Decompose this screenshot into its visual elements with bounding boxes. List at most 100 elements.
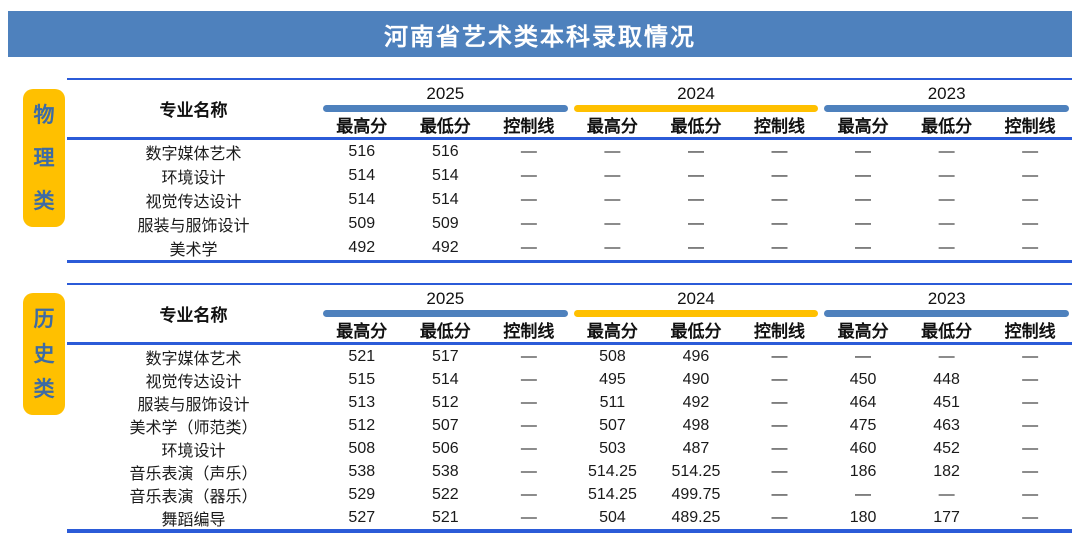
score-cell: 514 — [348, 167, 376, 184]
category-char: 物 — [33, 103, 55, 127]
score-cell: — — [520, 485, 537, 503]
table-top-border — [67, 78, 1072, 80]
table-bottom-border — [67, 529, 1072, 533]
score-cell: — — [520, 462, 537, 480]
year-underline-bar-blue — [824, 105, 1069, 112]
category-char: 理 — [33, 146, 55, 170]
score-cell: 492 — [348, 239, 376, 256]
score-cell: — — [771, 508, 788, 526]
year-group-2023: 2023 最高分 最低分 控制线 — [821, 80, 1072, 137]
score-cell: 186 — [849, 462, 877, 480]
subheader-min-score: 最低分 — [921, 322, 973, 341]
score-cell: — — [771, 347, 788, 365]
score-cell: 487 — [682, 439, 710, 457]
score-cell: 508 — [599, 347, 626, 365]
table-row: 美术学（师范类） 512 507 — 507 498 — 475 463 — — [67, 414, 1072, 437]
score-cell: 538 — [431, 462, 459, 480]
major-name-cell: 数字媒体艺术 — [145, 146, 242, 163]
major-name-cell: 视觉传达设计 — [145, 194, 242, 211]
table-top-border — [67, 283, 1072, 285]
subheader-max-score: 最高分 — [837, 117, 889, 136]
year-underline-bar-yellow — [573, 310, 819, 317]
score-cell: 475 — [849, 416, 877, 434]
score-cell: 516 — [431, 143, 459, 160]
score-cell: — — [520, 239, 537, 256]
score-cell: 529 — [348, 485, 376, 503]
subheader-control-line: 控制线 — [754, 322, 806, 341]
score-cell: — — [771, 393, 788, 411]
score-cell: 452 — [933, 439, 960, 457]
score-cell: — — [938, 191, 955, 208]
year-group-2025: 2025 最高分 最低分 控制线 — [320, 285, 571, 342]
score-cell: — — [771, 462, 788, 480]
score-cell: — — [771, 215, 788, 232]
page-title: 河南省艺术类本科录取情况 — [384, 23, 696, 51]
score-cell: 521 — [431, 508, 459, 526]
score-cell: 492 — [682, 393, 710, 411]
category-char: 历 — [33, 307, 55, 331]
category-char: 史 — [33, 342, 55, 366]
score-cell: — — [520, 347, 537, 365]
score-cell: 182 — [933, 462, 960, 480]
year-group-2023: 2023 最高分 最低分 控制线 — [821, 285, 1072, 342]
score-cell: — — [771, 143, 788, 160]
score-cell: 460 — [849, 439, 877, 457]
score-cell: — — [520, 508, 537, 526]
subheader-max-score: 最高分 — [586, 322, 638, 341]
category-label-physics: 物 理 类 — [23, 89, 65, 227]
year-header-2025: 2025 — [426, 289, 465, 308]
score-cell: — — [687, 143, 704, 160]
score-cell: 506 — [431, 439, 459, 457]
major-name-cell: 音乐表演（声乐） — [129, 465, 258, 483]
year-header-2023: 2023 — [927, 289, 966, 308]
score-cell: 180 — [849, 508, 877, 526]
table-body: 数字媒体艺术 521 517 — 508 496 — — — — 视觉传达设计 … — [67, 345, 1072, 529]
subheader-min-score: 最低分 — [670, 117, 722, 136]
score-cell: — — [771, 239, 788, 256]
score-cell: — — [938, 215, 955, 232]
year-header-2024: 2024 — [677, 84, 715, 103]
score-cell: — — [1022, 439, 1039, 457]
score-cell: — — [938, 167, 955, 184]
subheader-min-score: 最低分 — [419, 117, 471, 136]
history-table: 专业名称 2025 最高分 最低分 控制线 2024 最高分 最低分 控制线 — [67, 283, 1072, 533]
score-cell: — — [687, 167, 704, 184]
score-cell: — — [520, 370, 537, 388]
major-name-cell: 美术学（师范类） — [129, 419, 258, 437]
subheader-max-score: 最高分 — [837, 322, 889, 341]
score-cell: — — [771, 485, 788, 503]
score-cell: 511 — [599, 393, 626, 411]
table-row: 舞蹈编导 527 521 — 504 489.25 — 180 177 — — [67, 506, 1072, 529]
score-cell: — — [855, 167, 872, 184]
subheader-control-line: 控制线 — [503, 117, 555, 136]
score-cell: — — [604, 167, 621, 184]
table-row: 音乐表演（声乐） 538 538 — 514.25 514.25 — 186 1… — [67, 460, 1072, 483]
score-cell: — — [771, 370, 788, 388]
year-group-2024: 2024 最高分 最低分 控制线 — [571, 80, 822, 137]
score-cell: 538 — [348, 462, 376, 480]
score-cell: 522 — [431, 485, 459, 503]
table-row: 数字媒体艺术 521 517 — 508 496 — — — — — [67, 345, 1072, 368]
score-cell: 514.25 — [671, 462, 721, 480]
score-cell: — — [855, 191, 872, 208]
score-cell: — — [855, 215, 872, 232]
subheader-min-score: 最低分 — [419, 322, 471, 341]
header-divider — [67, 342, 1072, 345]
year-underline-bar-blue — [824, 310, 1069, 317]
score-cell: — — [1022, 370, 1039, 388]
score-cell: — — [1022, 239, 1039, 256]
table-row: 音乐表演（器乐） 529 522 — 514.25 499.75 — — — — — [67, 483, 1072, 506]
score-cell: — — [771, 416, 788, 434]
table-body: 数字媒体艺术 516 516 — — — — — — — 环境设计 514 51… — [67, 140, 1072, 260]
major-name-cell: 数字媒体艺术 — [145, 350, 242, 368]
table-header: 专业名称 2025 最高分 最低分 控制线 2024 最高分 最低分 控制线 — [67, 285, 1072, 342]
category-label-history: 历 史 类 — [23, 293, 65, 415]
score-cell: — — [1022, 508, 1039, 526]
score-cell: — — [604, 191, 621, 208]
score-cell: — — [520, 416, 537, 434]
score-cell: — — [1022, 167, 1039, 184]
score-cell: 527 — [348, 508, 376, 526]
score-cell: 495 — [599, 370, 626, 388]
subheader-max-score: 最高分 — [336, 117, 388, 136]
year-header-2024: 2024 — [677, 289, 715, 308]
